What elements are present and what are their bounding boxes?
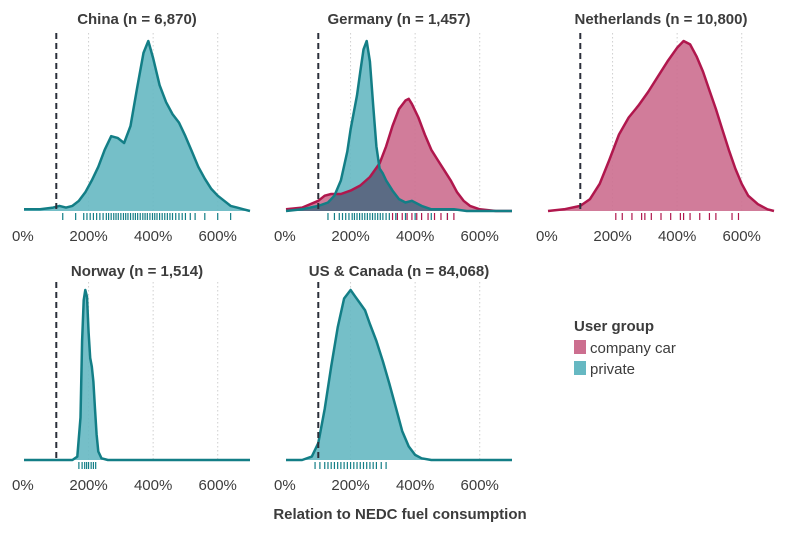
legend: User group company car private [574,318,676,378]
x-tick-label: 0% [12,477,34,494]
density-area-company [548,41,774,211]
x-tick-label: 200% [331,228,369,245]
density-line-private [24,288,250,462]
x-tick-label: 400% [396,228,434,245]
density-area-private [24,290,250,460]
x-tick-label: 200% [331,477,369,494]
legend-label-private: private [590,361,635,378]
x-tick-label: 600% [461,477,499,494]
x-tick-label: 600% [199,477,237,494]
density-line-private [285,39,512,213]
legend-title: User group [574,318,654,335]
legend-swatch-private [574,361,586,375]
x-axis-label: Relation to NEDC fuel consumption [273,506,526,523]
panel-title: Norway (n = 1,514) [71,263,203,280]
panel-title: China (n = 6,870) [77,11,197,28]
panel-title: US & Canada (n = 84,068) [309,263,489,280]
x-tick-label: 400% [134,228,172,245]
density-line-company [547,39,775,213]
panel-norway: Norway (n = 1,514) 0% 200% 400% 600% [12,263,250,494]
panel-us-canada: US & Canada (n = 84,068) 0% 200% 400% 600% [274,263,512,494]
density-line-private [24,39,251,213]
x-tick-label: 400% [134,477,172,494]
x-tick-label: 200% [593,228,631,245]
x-tick-label: 400% [396,477,434,494]
panel-china: China (n = 6,870) 0% 200% 400% 600% [12,11,251,245]
panel-title: Germany (n = 1,457) [328,11,471,28]
x-tick-label: 200% [69,477,107,494]
panel-netherlands: Netherlands (n = 10,800) 0% 200% 400% 600% [536,11,775,245]
x-tick-label: 0% [274,477,296,494]
density-line-private [286,288,512,462]
panel-germany: Germany (n = 1,457) 0% 200% 400% 600% [274,11,512,245]
density-area-private [286,290,512,460]
x-tick-label: 600% [199,228,237,245]
legend-label-company: company car [590,340,676,357]
x-tick-label: 600% [461,228,499,245]
x-tick-label: 0% [536,228,558,245]
x-tick-label: 400% [658,228,696,245]
legend-swatch-company [574,340,586,354]
x-tick-label: 200% [69,228,107,245]
x-tick-label: 0% [12,228,34,245]
density-area-company [286,98,512,211]
density-area-private [24,41,250,211]
x-tick-label: 0% [274,228,296,245]
panel-title: Netherlands (n = 10,800) [575,11,748,28]
x-tick-label: 600% [723,228,761,245]
